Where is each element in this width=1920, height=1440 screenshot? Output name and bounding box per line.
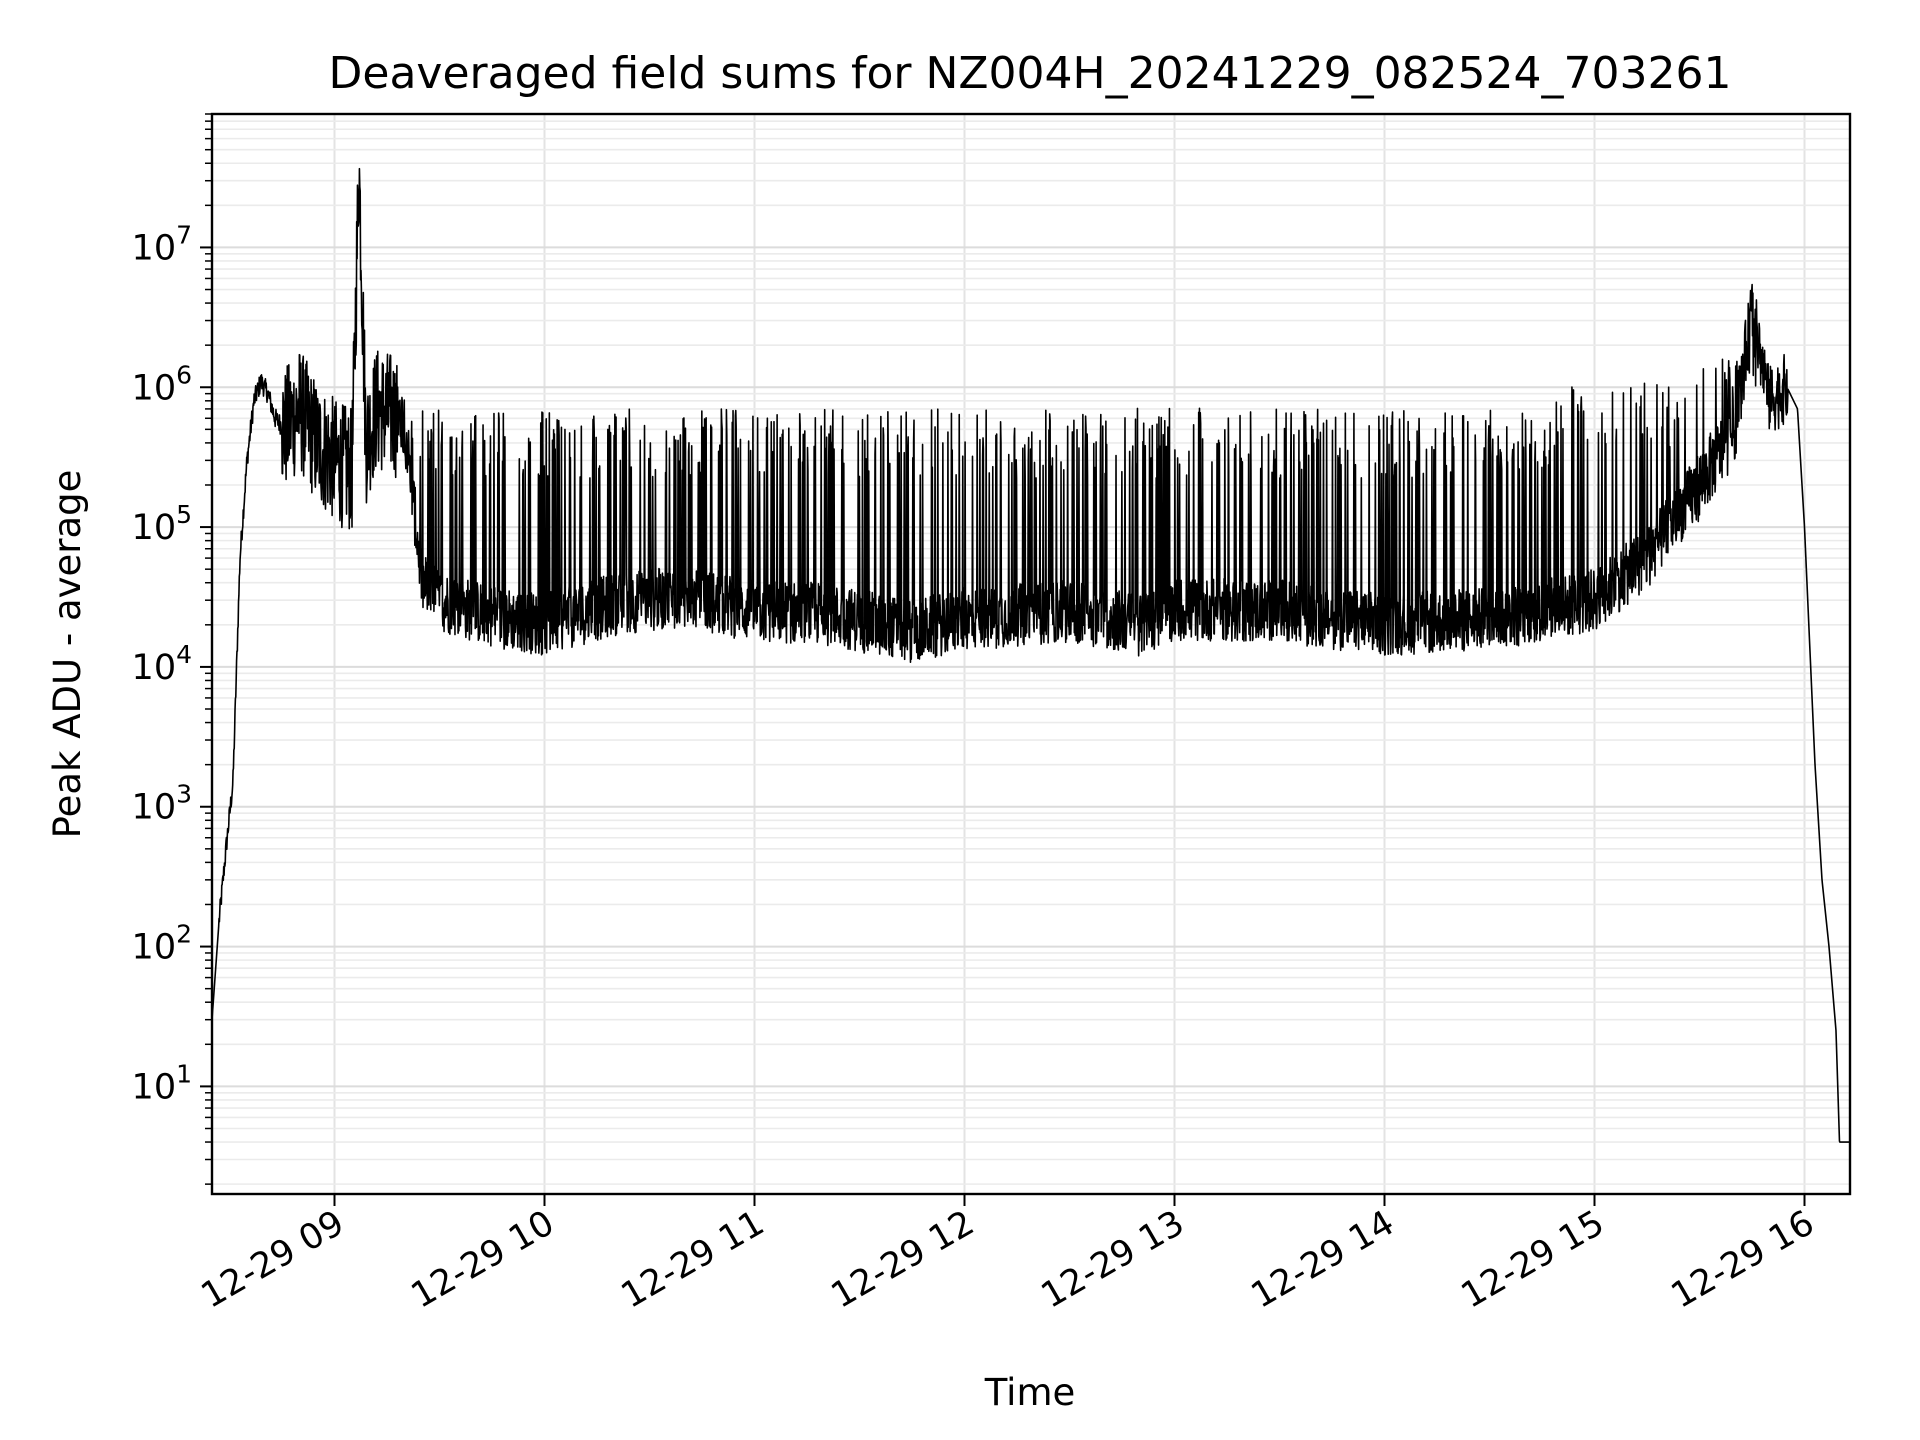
series-layer [211,167,1851,1143]
grid [212,113,1850,1194]
y-axis-label: Peak ADU - average [46,470,89,839]
y-tick-exponent: 5 [176,500,192,529]
series-line [211,167,1851,1143]
y-tick-exponent: 2 [176,920,192,949]
y-tick-exponent: 6 [176,360,192,389]
y-tick-exponent: 4 [176,640,192,669]
chart-title: Deaveraged field sums for NZ004H_2024122… [329,48,1732,99]
plot-frame [210,112,1852,1196]
x-axis-label: Time [984,1371,1076,1414]
y-tick-exponent: 1 [176,1059,192,1088]
y-tick-exponent: 7 [176,220,192,249]
y-tick-exponent: 3 [176,780,192,809]
